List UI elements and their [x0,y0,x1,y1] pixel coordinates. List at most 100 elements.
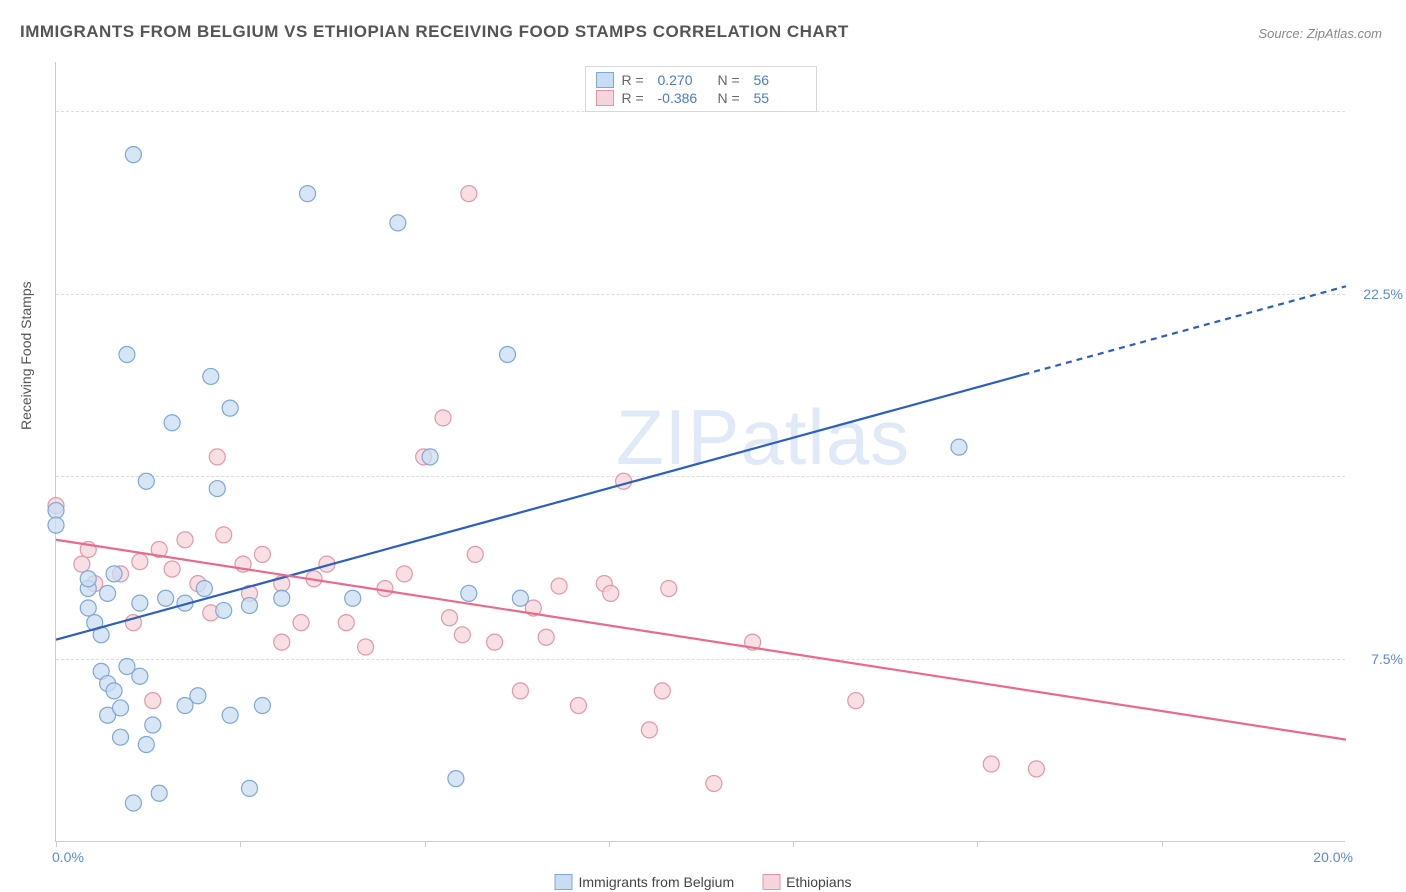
scatter-point [848,693,864,709]
scatter-point [216,602,232,618]
swatch-series2 [596,90,614,106]
scatter-point [242,598,258,614]
stats-row-series2: R = -0.386 N = 55 [596,89,806,107]
scatter-point [570,698,586,714]
x-axis-max-label: 20.0% [1313,849,1353,865]
scatter-point [512,590,528,606]
scatter-point [132,554,148,570]
n-value-series1: 56 [754,72,806,88]
chart-title: IMMIGRANTS FROM BELGIUM VS ETHIOPIAN REC… [20,22,849,42]
scatter-point [196,581,212,597]
n-label: N = [718,72,746,88]
scatter-point [487,634,503,650]
scatter-point [293,615,309,631]
y-tick-label: 22.5% [1363,286,1403,302]
scatter-point [119,347,135,363]
scatter-point [209,481,225,497]
scatter-point [500,347,516,363]
scatter-point [390,215,406,231]
scatter-point [209,449,225,465]
scatter-point [274,634,290,650]
x-axis-min-label: 0.0% [52,849,84,865]
scatter-point [654,683,670,699]
scatter-point [222,400,238,416]
r-label: R = [622,72,650,88]
x-tick [56,841,57,847]
scatter-point [125,795,141,811]
r-value-series2: -0.386 [658,90,710,106]
y-tick-label: 7.5% [1371,651,1403,667]
scatter-point [661,581,677,597]
scatter-point [145,717,161,733]
swatch-series1-legend [555,874,573,890]
scatter-point [345,590,361,606]
trend-line [56,540,1346,740]
chart-svg [56,62,1345,841]
scatter-point [461,585,477,601]
x-tick [240,841,241,847]
scatter-point [448,771,464,787]
scatter-point [164,561,180,577]
plot-area: ZIPatlas 7.5%22.5% R = 0.270 N = 56 R = … [55,62,1345,842]
scatter-point [551,578,567,594]
x-tick [977,841,978,847]
scatter-point [80,571,96,587]
scatter-point [616,473,632,489]
scatter-point [132,668,148,684]
scatter-point [254,698,270,714]
scatter-point [358,639,374,655]
scatter-point [254,546,270,562]
scatter-point [422,449,438,465]
scatter-point [138,473,154,489]
scatter-point [151,785,167,801]
scatter-point [300,186,316,202]
scatter-point [951,439,967,455]
stats-box: R = 0.270 N = 56 R = -0.386 N = 55 [585,66,817,112]
scatter-point [145,693,161,709]
scatter-point [1028,761,1044,777]
scatter-point [177,532,193,548]
scatter-point [512,683,528,699]
r-label: R = [622,90,650,106]
x-tick [425,841,426,847]
scatter-point [80,600,96,616]
scatter-point [113,700,129,716]
y-axis-title: Receiving Food Stamps [18,281,34,430]
scatter-point [454,627,470,643]
scatter-point [113,729,129,745]
scatter-point [641,722,657,738]
scatter-point [706,776,722,792]
stats-row-series1: R = 0.270 N = 56 [596,71,806,89]
scatter-point [48,503,64,519]
scatter-point [467,546,483,562]
scatter-point [603,585,619,601]
scatter-point [222,707,238,723]
r-value-series1: 0.270 [658,72,710,88]
scatter-point [125,147,141,163]
bottom-legend: Immigrants from Belgium Ethiopians [555,874,852,890]
n-value-series2: 55 [754,90,806,106]
scatter-point [164,415,180,431]
legend-label-series1: Immigrants from Belgium [579,874,735,890]
scatter-point [106,683,122,699]
scatter-point [158,590,174,606]
scatter-point [138,737,154,753]
x-tick [1162,841,1163,847]
scatter-point [441,610,457,626]
scatter-point [242,780,258,796]
scatter-point [190,688,206,704]
legend-label-series2: Ethiopians [786,874,851,890]
scatter-point [377,581,393,597]
swatch-series2-legend [762,874,780,890]
scatter-point [74,556,90,572]
scatter-point [106,566,122,582]
scatter-point [396,566,412,582]
scatter-point [216,527,232,543]
swatch-series1 [596,72,614,88]
scatter-point [983,756,999,772]
trend-line [1024,286,1347,374]
scatter-point [435,410,451,426]
trend-line [56,375,1024,640]
x-tick [793,841,794,847]
scatter-point [461,186,477,202]
